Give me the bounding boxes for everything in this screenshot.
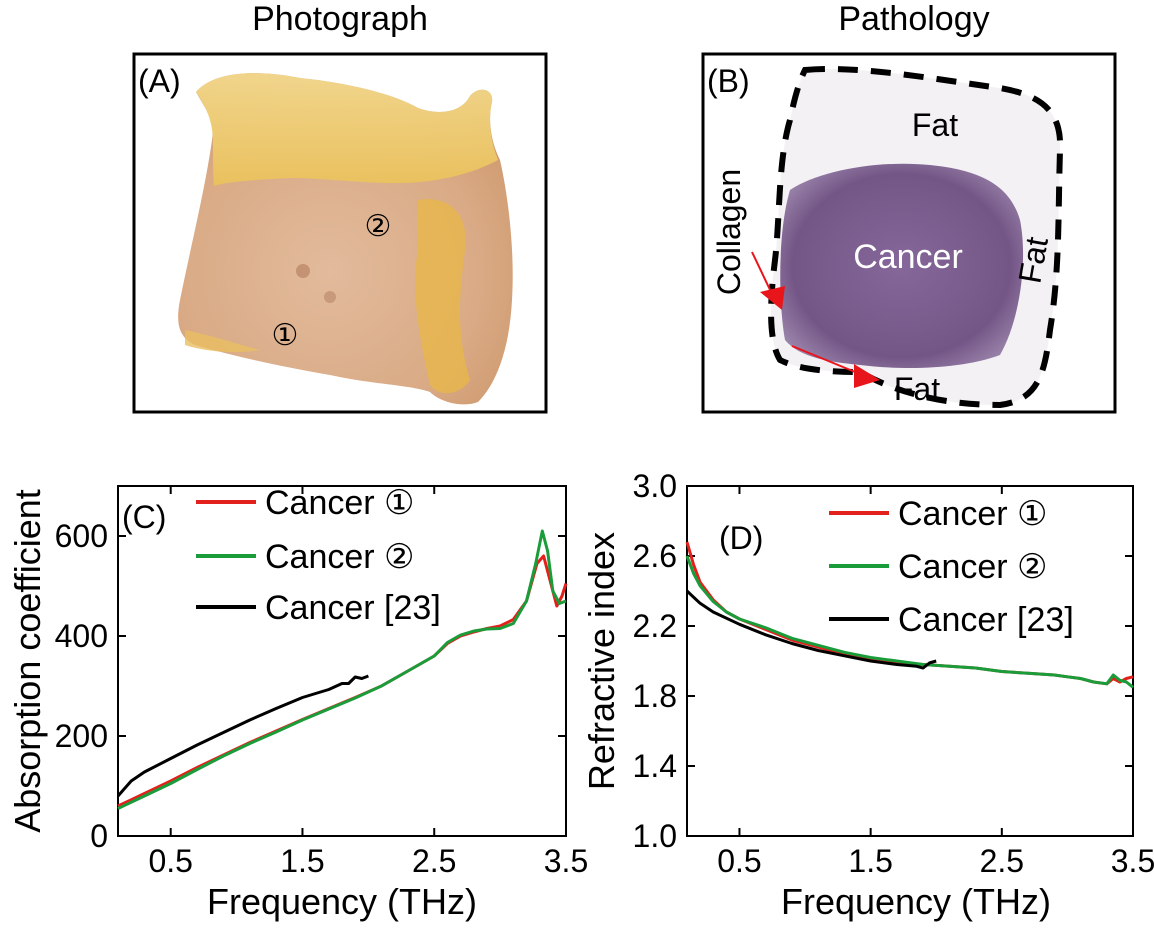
photograph-frame (132, 52, 548, 414)
annotation-fat-bottom: Fat (894, 371, 940, 407)
photograph-header: Photograph (252, 0, 428, 38)
tissue-photo (178, 73, 513, 405)
collagen-arrow-shaft (751, 251, 773, 295)
y-tick-label: 2.2 (633, 608, 677, 644)
legend-entry: Cancer [23] (898, 601, 1074, 639)
histology-slide (768, 66, 1064, 409)
tissue-spot (296, 264, 310, 278)
y-axis-label: Refractive index (581, 532, 622, 790)
legend-entry: Cancer ② (265, 538, 415, 576)
y-tick-label: 400 (55, 618, 108, 654)
fat-arrow-shaft (791, 345, 861, 375)
x-tick-label: 1.5 (848, 843, 892, 879)
pathology-header: Pathology (838, 0, 989, 38)
legend-entry: Cancer [23] (265, 589, 441, 627)
legend-entry: Cancer ② (898, 548, 1048, 586)
y-tick-label: 1.8 (633, 678, 677, 714)
absorption-chart: 0.5 1.5 2.5 3.5 0 200 400 600 Cancer ① Cancer ② Ca… (7, 484, 588, 922)
tissue-spot (324, 291, 336, 303)
tissue-fat-top (196, 73, 498, 186)
y-tick-label: 2.6 (633, 538, 677, 574)
fat-arrow-head (854, 364, 880, 388)
legend-entry: Cancer ① (898, 495, 1048, 533)
x-axis-label: Frequency (THz) (207, 881, 477, 922)
panel-label-a: (A) (138, 63, 181, 99)
sample-marker-2: ② (365, 210, 392, 243)
tissue-fat-bottom (185, 330, 260, 353)
series-line-3 (685, 589, 937, 670)
plot-frame (686, 485, 1134, 837)
series-line-2 (117, 529, 567, 810)
tissue-fat-side (415, 199, 470, 394)
slide-cancer-region (780, 163, 1024, 368)
annotation-fat-top: Fat (912, 107, 958, 143)
x-tick-label: 2.5 (980, 843, 1024, 879)
annotation-fat-right: Fat (1011, 234, 1055, 286)
collagen-arrow-head (760, 286, 785, 310)
annotation-arrows (751, 251, 880, 388)
annotation-collagen: Collagen (711, 169, 747, 295)
series-line-2 (685, 555, 1134, 689)
x-axis-label: Frequency (THz) (781, 881, 1051, 922)
y-tick-label: 600 (55, 518, 108, 554)
refractive-index-chart: 0.5 1.5 2.5 3.5 1.0 1.4 1.8 2.2 2.6 3.0 Cancer ① Ca… (581, 468, 1154, 922)
y-axis-label: Absorption coefficient (7, 489, 48, 833)
legend-entry: Cancer ① (265, 484, 415, 522)
sample-marker-1: ① (272, 319, 299, 352)
panel-label-b: (B) (707, 63, 750, 99)
y-tick-label: 1.4 (633, 748, 677, 784)
x-tick-label: 3.5 (1111, 843, 1154, 879)
panel-label: (D) (719, 520, 763, 556)
y-tick-label: 3.0 (633, 468, 677, 504)
x-tick-label: 2.5 (412, 843, 456, 879)
slide-dashed-outline (768, 66, 1064, 409)
plot-frame (117, 485, 567, 837)
y-tick-label: 200 (55, 718, 108, 754)
x-tick-label: 0.5 (717, 843, 761, 879)
series-line-3 (116, 674, 369, 797)
y-tick-label: 1.0 (633, 818, 677, 854)
annotation-cancer: Cancer (853, 238, 963, 276)
x-tick-label: 1.5 (280, 843, 324, 879)
pathology-frame (701, 52, 1117, 414)
x-tick-label: 0.5 (148, 843, 192, 879)
x-tick-label: 3.5 (544, 843, 588, 879)
panel-label: (C) (122, 499, 166, 535)
y-tick-label: 0 (90, 818, 108, 854)
